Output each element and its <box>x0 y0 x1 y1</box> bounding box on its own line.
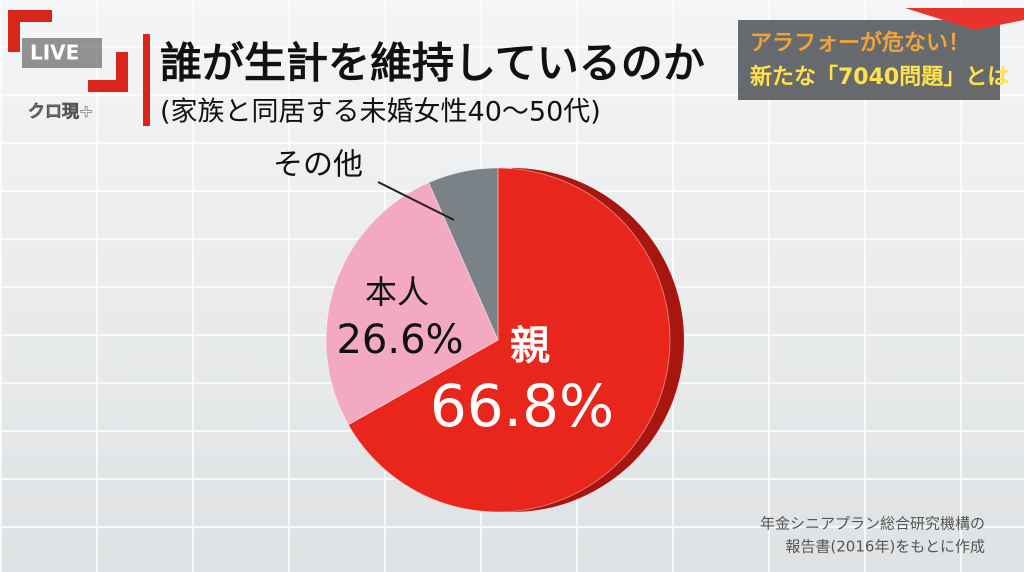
topic-box <box>738 20 1000 100</box>
live-badge <box>22 38 102 68</box>
value-label: 66.8% <box>430 372 614 440</box>
slice-label: 本人 <box>365 273 429 311</box>
chart-title: 誰が生計を維持しているのか <box>160 39 705 88</box>
topic-line: アラフォーが危ない！ <box>750 30 970 56</box>
topic-line: 新たな「7040問題」とは <box>750 64 1009 90</box>
title-bar <box>143 34 150 126</box>
live-label: LIVE <box>30 41 79 65</box>
slice <box>428 167 499 341</box>
corner-mark <box>905 8 1024 30</box>
slice-label: その他 <box>273 148 363 183</box>
leader-line <box>377 181 455 221</box>
slice <box>347 167 671 513</box>
source: 年金シニアプラン総合研究機構の <box>760 515 985 533</box>
source: 報告書(2016年)をもとに作成 <box>785 538 985 556</box>
value-label: 26.6% <box>336 317 463 363</box>
program-logo: クロ現+ <box>28 102 93 122</box>
frame-corner <box>88 52 128 92</box>
frame-corner <box>8 10 52 52</box>
chart-subtitle: (家族と同居する未婚女性40～50代) <box>160 97 601 128</box>
pie: 親66.8% 本人 26.6% その他 <box>273 148 684 513</box>
slice <box>325 181 499 426</box>
slice-label: 親 <box>510 323 550 369</box>
